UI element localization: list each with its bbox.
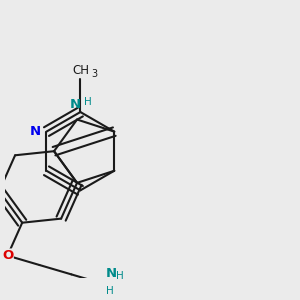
Text: H: H bbox=[84, 98, 92, 107]
Text: N: N bbox=[106, 267, 117, 280]
Text: CH: CH bbox=[72, 64, 89, 77]
Text: N: N bbox=[70, 98, 81, 111]
Text: N: N bbox=[29, 125, 40, 138]
Text: H: H bbox=[116, 271, 124, 281]
Text: O: O bbox=[2, 249, 13, 262]
Text: H: H bbox=[106, 286, 114, 296]
Text: 3: 3 bbox=[91, 69, 97, 79]
